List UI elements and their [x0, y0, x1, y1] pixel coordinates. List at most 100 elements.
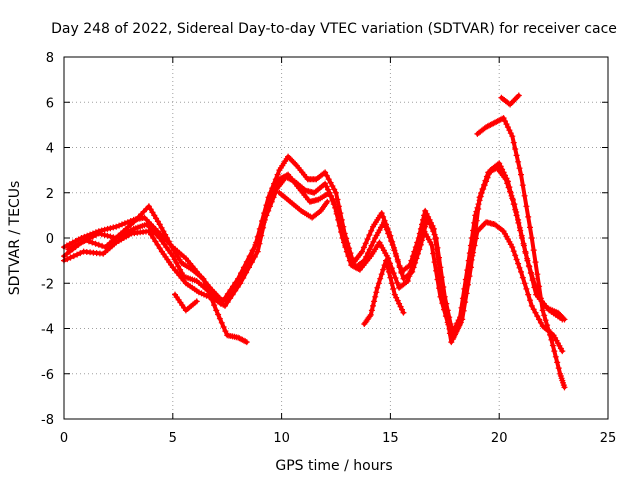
data-point — [329, 183, 336, 189]
y-tick-label: 0 — [46, 232, 54, 247]
data-point — [374, 284, 381, 291]
data-point — [161, 241, 168, 247]
data-point — [209, 296, 215, 303]
data-point — [390, 285, 397, 292]
data-point — [431, 231, 438, 238]
y-tick-label: 6 — [46, 96, 54, 111]
data-point — [512, 146, 519, 152]
data-point — [324, 198, 331, 205]
data-point — [476, 194, 483, 201]
data-point — [67, 254, 74, 261]
data-point — [460, 307, 467, 314]
data-point — [536, 283, 543, 290]
data-point — [510, 196, 516, 203]
data-point — [359, 248, 366, 255]
data-point — [382, 222, 389, 229]
series-track-5 — [172, 291, 200, 314]
y-tick-label: -8 — [41, 413, 54, 428]
data-point — [327, 193, 334, 200]
data-point — [216, 315, 223, 322]
data-point — [419, 237, 425, 244]
data-point — [110, 224, 117, 231]
data-point — [417, 241, 424, 248]
data-point — [193, 298, 200, 305]
data-point — [430, 228, 437, 235]
data-point — [258, 232, 265, 239]
data-point — [325, 176, 332, 183]
data-point — [250, 246, 257, 253]
data-point — [542, 317, 549, 324]
y-tick-label: -4 — [41, 323, 54, 338]
data-point — [339, 230, 346, 237]
data-point — [150, 235, 157, 241]
data-point — [378, 271, 385, 278]
data-point — [336, 218, 343, 225]
data-point — [215, 311, 222, 318]
data-point — [431, 259, 438, 266]
data-point — [371, 298, 378, 305]
data-point — [424, 214, 431, 221]
data-point — [420, 232, 426, 239]
data-point — [218, 319, 225, 326]
data-point — [121, 220, 128, 227]
data-point — [107, 225, 114, 232]
data-point — [537, 295, 544, 302]
data-point — [366, 232, 373, 238]
data-point — [156, 245, 163, 252]
data-point — [410, 264, 417, 271]
data-point — [520, 240, 527, 247]
data-point — [447, 321, 454, 327]
data-point — [548, 336, 555, 343]
data-point — [466, 273, 473, 280]
data-point — [551, 348, 558, 355]
data-point — [254, 248, 261, 255]
x-tick-label: 10 — [273, 431, 290, 446]
data-point — [511, 201, 518, 208]
data-point — [204, 286, 211, 293]
data-point — [555, 365, 562, 372]
data-point — [518, 232, 525, 239]
data-point — [388, 280, 395, 287]
data-point — [388, 238, 395, 244]
data-point — [64, 256, 71, 263]
grid — [64, 57, 608, 419]
data-point — [107, 233, 114, 240]
data-point — [427, 221, 434, 228]
data-point — [534, 313, 541, 320]
data-point — [434, 244, 441, 251]
data-point — [234, 284, 241, 290]
data-point — [529, 277, 536, 284]
data-point — [98, 231, 105, 238]
data-point — [74, 251, 81, 258]
x-tick-label: 15 — [382, 431, 399, 446]
data-point — [412, 259, 419, 266]
data-point — [396, 264, 403, 271]
series-line — [475, 116, 567, 390]
data-point — [438, 274, 445, 281]
data-point — [335, 212, 342, 219]
data-point — [380, 213, 387, 220]
data-point — [380, 266, 387, 273]
x-tick-label: 5 — [169, 431, 177, 446]
data-point — [274, 171, 281, 178]
data-point — [532, 309, 539, 316]
data-point — [269, 192, 276, 199]
data-point — [341, 236, 347, 243]
data-point — [256, 240, 263, 247]
data-point — [243, 269, 250, 276]
data-point — [101, 226, 108, 233]
data-point — [260, 224, 267, 231]
data-point — [457, 319, 464, 326]
data-point — [467, 264, 474, 271]
y-tick-label: -6 — [41, 368, 54, 383]
data-point — [384, 263, 391, 270]
data-point — [462, 299, 469, 306]
data-point — [404, 278, 411, 284]
data-point — [399, 306, 405, 313]
data-point — [383, 257, 389, 264]
data-point — [434, 276, 441, 283]
series-track-3 — [61, 164, 568, 341]
data-point — [518, 268, 524, 275]
data-point — [368, 227, 375, 234]
data-point — [333, 208, 340, 215]
